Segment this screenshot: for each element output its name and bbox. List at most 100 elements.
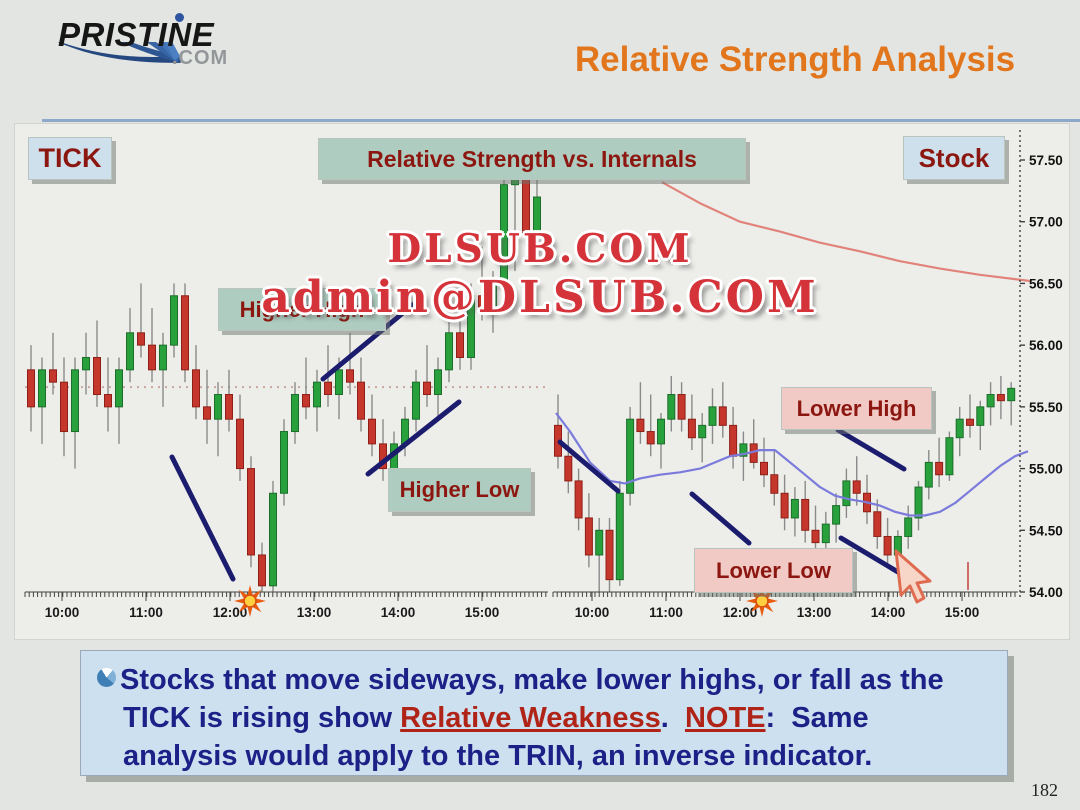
candle-body	[346, 369, 354, 383]
candle-body	[225, 394, 233, 420]
candle-body	[955, 418, 964, 439]
note-line-1: Stocks that move sideways, make lower hi…	[97, 661, 1007, 699]
y-tick-label: 55.00	[1029, 462, 1063, 477]
candle-body	[456, 332, 464, 358]
candle-body	[770, 474, 779, 494]
candle-body	[423, 381, 431, 396]
candle-body	[203, 406, 211, 420]
x-tick-label: 15:00	[465, 605, 500, 620]
x-tick-label: 15:00	[945, 605, 980, 620]
candle-body	[698, 424, 707, 439]
y-tick-label: 54.00	[1029, 585, 1063, 600]
candle-body	[324, 381, 332, 396]
candle-body	[236, 418, 244, 470]
y-tick-label: 55.50	[1029, 400, 1063, 415]
trendline	[689, 491, 752, 546]
candle-body	[718, 406, 727, 426]
candle-body	[760, 461, 768, 476]
candle-body	[790, 498, 799, 519]
candle-body	[646, 431, 655, 445]
candle-body	[181, 295, 189, 371]
candle-body	[811, 529, 820, 544]
candle-body	[104, 394, 112, 408]
logo-dot-icon	[175, 13, 184, 22]
candle-body	[170, 295, 178, 346]
candle-body	[247, 468, 255, 556]
watermark-line1: DLSUB.COM	[387, 226, 693, 272]
candle-body	[71, 369, 79, 433]
sun-marker-center	[243, 594, 257, 608]
note-text: : Same	[765, 702, 869, 734]
candle-body	[615, 492, 624, 581]
y-tick-label: 57.00	[1029, 215, 1063, 230]
candle-body	[38, 369, 46, 408]
higher-high-annotation: Higher High	[218, 288, 386, 331]
header-divider	[42, 119, 1080, 122]
trendline	[557, 439, 621, 494]
x-tick-label: 14:00	[871, 605, 906, 620]
watermark-line2: admin@DLSUB.COM	[261, 272, 819, 323]
candle-body	[159, 344, 167, 371]
candle-body	[1007, 387, 1016, 402]
candle-body	[996, 394, 1005, 402]
candle-body	[60, 381, 68, 433]
candle-body	[801, 498, 810, 531]
x-axis	[552, 591, 1018, 601]
candle-body	[667, 394, 676, 420]
candle-body	[445, 332, 453, 371]
candle-body	[269, 492, 277, 587]
bullet-swirl-icon	[97, 668, 116, 687]
x-tick-label: 11:00	[129, 605, 163, 620]
candle-body	[115, 369, 123, 408]
candle-body	[335, 369, 343, 396]
candle-body	[412, 381, 420, 420]
candle-body	[739, 443, 748, 457]
candle-body	[657, 418, 665, 445]
note-text: Stocks that move sideways, make lower hi…	[120, 664, 944, 696]
candle-body	[677, 394, 686, 420]
candle-body	[832, 505, 841, 525]
candle-body	[126, 332, 134, 371]
lower-high-annotation: Lower High	[781, 387, 932, 430]
candle-body	[489, 282, 497, 309]
candle-body	[626, 418, 635, 494]
higher-low-annotation: Higher Low	[388, 468, 531, 512]
relative-strength-line	[661, 181, 1031, 283]
candle-body	[914, 486, 923, 519]
candle-body	[883, 535, 892, 556]
candle-body	[368, 418, 376, 445]
sun-marker-center	[755, 594, 769, 608]
note-line-2: TICK is rising show Relative Weakness. N…	[97, 699, 1007, 737]
chart-header-label: Relative Strength vs. Internals	[318, 138, 746, 180]
note-text: TICK is rising show	[123, 702, 401, 734]
trendline	[365, 399, 462, 477]
candle-body	[729, 424, 738, 457]
note-emphasis-text: NOTE	[684, 702, 766, 734]
y-tick-label: 56.50	[1029, 276, 1063, 291]
x-axis	[24, 591, 548, 601]
candle-body	[636, 418, 645, 433]
candle-body	[137, 332, 145, 346]
candle-body	[945, 437, 954, 476]
logo-brand-text: PRISTINE	[58, 16, 215, 53]
candle-body	[873, 511, 882, 537]
candle-body	[924, 461, 933, 488]
x-tick-label: 14:00	[381, 605, 416, 620]
logo-wing-icon	[38, 42, 181, 63]
candle-body	[780, 492, 789, 519]
candle-body	[904, 517, 913, 537]
moving-average-line	[555, 412, 1029, 517]
page-title: Relative Strength Analysis	[574, 40, 1016, 79]
candle-body	[49, 369, 57, 383]
candle-body	[27, 369, 35, 408]
note-line-3: analysis would apply to the TRIN, an inv…	[97, 737, 1007, 775]
y-tick-label: 57.50	[1029, 153, 1063, 168]
candle-body	[192, 369, 200, 408]
mouse-cursor-icon[interactable]	[890, 548, 942, 608]
stock-chart-label: Stock	[903, 136, 1005, 180]
candle-body	[82, 356, 90, 371]
lower-low-annotation: Lower Low	[694, 548, 853, 593]
x-tick-label: 10:00	[575, 605, 610, 620]
note-emphasis-text: Relative Weakness	[400, 702, 661, 734]
